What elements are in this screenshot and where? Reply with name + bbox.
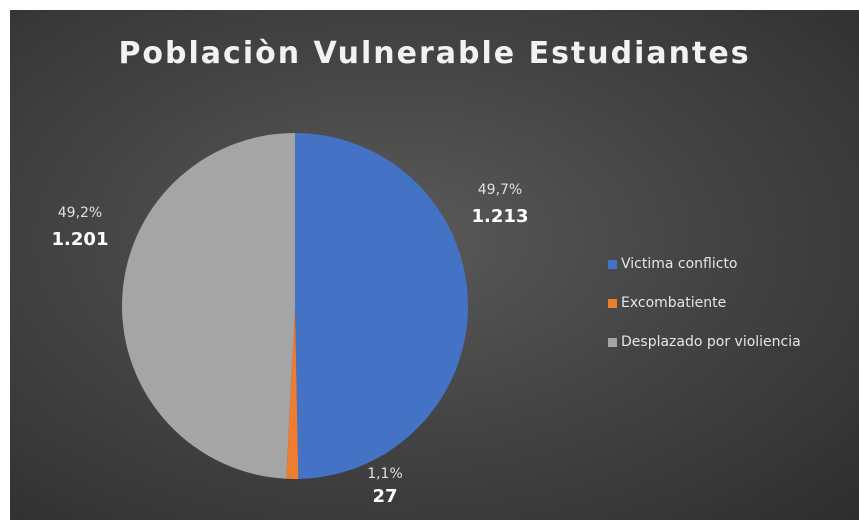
chart-title: Poblaciòn Vulnerable Estudiantes [118, 36, 751, 71]
value-label-victima-conflicto: 1.213 [471, 206, 529, 227]
legend-swatch-victima-conflicto [608, 259, 617, 269]
percent-label-desplazado: 49,2% [57, 205, 103, 221]
pie-slice-excombatiente [286, 306, 299, 479]
data-label-desplazado: 49,2% 1.201 [45, 205, 115, 250]
percent-label-excombatiente: 1,1% [367, 466, 403, 482]
data-label-excombatiente: 1,1% 27 [350, 466, 420, 507]
pie-slice-victima-conflicto [295, 133, 469, 479]
data-label-victima-conflicto: 49,7% 1.213 [465, 182, 535, 227]
percent-label-victima-conflicto: 49,7% [477, 182, 523, 198]
legend-label-victima-conflicto: Victima conflicto [621, 256, 738, 272]
chart-area: Poblaciòn Vulnerable Estudiantes 49,7% 1… [10, 10, 859, 520]
legend-label-desplazado: Desplazado por violiencia [621, 334, 801, 350]
value-label-excombatiente: 27 [372, 486, 398, 507]
legend-swatch-desplazado [608, 337, 617, 347]
legend-swatch-excombatiente [608, 298, 617, 308]
legend: Victima conflicto Excombatiente Desplaza… [608, 255, 801, 372]
legend-label-excombatiente: Excombatiente [621, 295, 727, 311]
legend-item-victima-conflicto: Victima conflicto [608, 255, 801, 273]
value-label-desplazado: 1.201 [51, 229, 109, 250]
legend-item-desplazado: Desplazado por violiencia [608, 333, 801, 351]
legend-item-excombatiente: Excombatiente [608, 294, 801, 312]
pie-slice-desplazado [122, 133, 295, 479]
pie-chart [122, 133, 469, 479]
